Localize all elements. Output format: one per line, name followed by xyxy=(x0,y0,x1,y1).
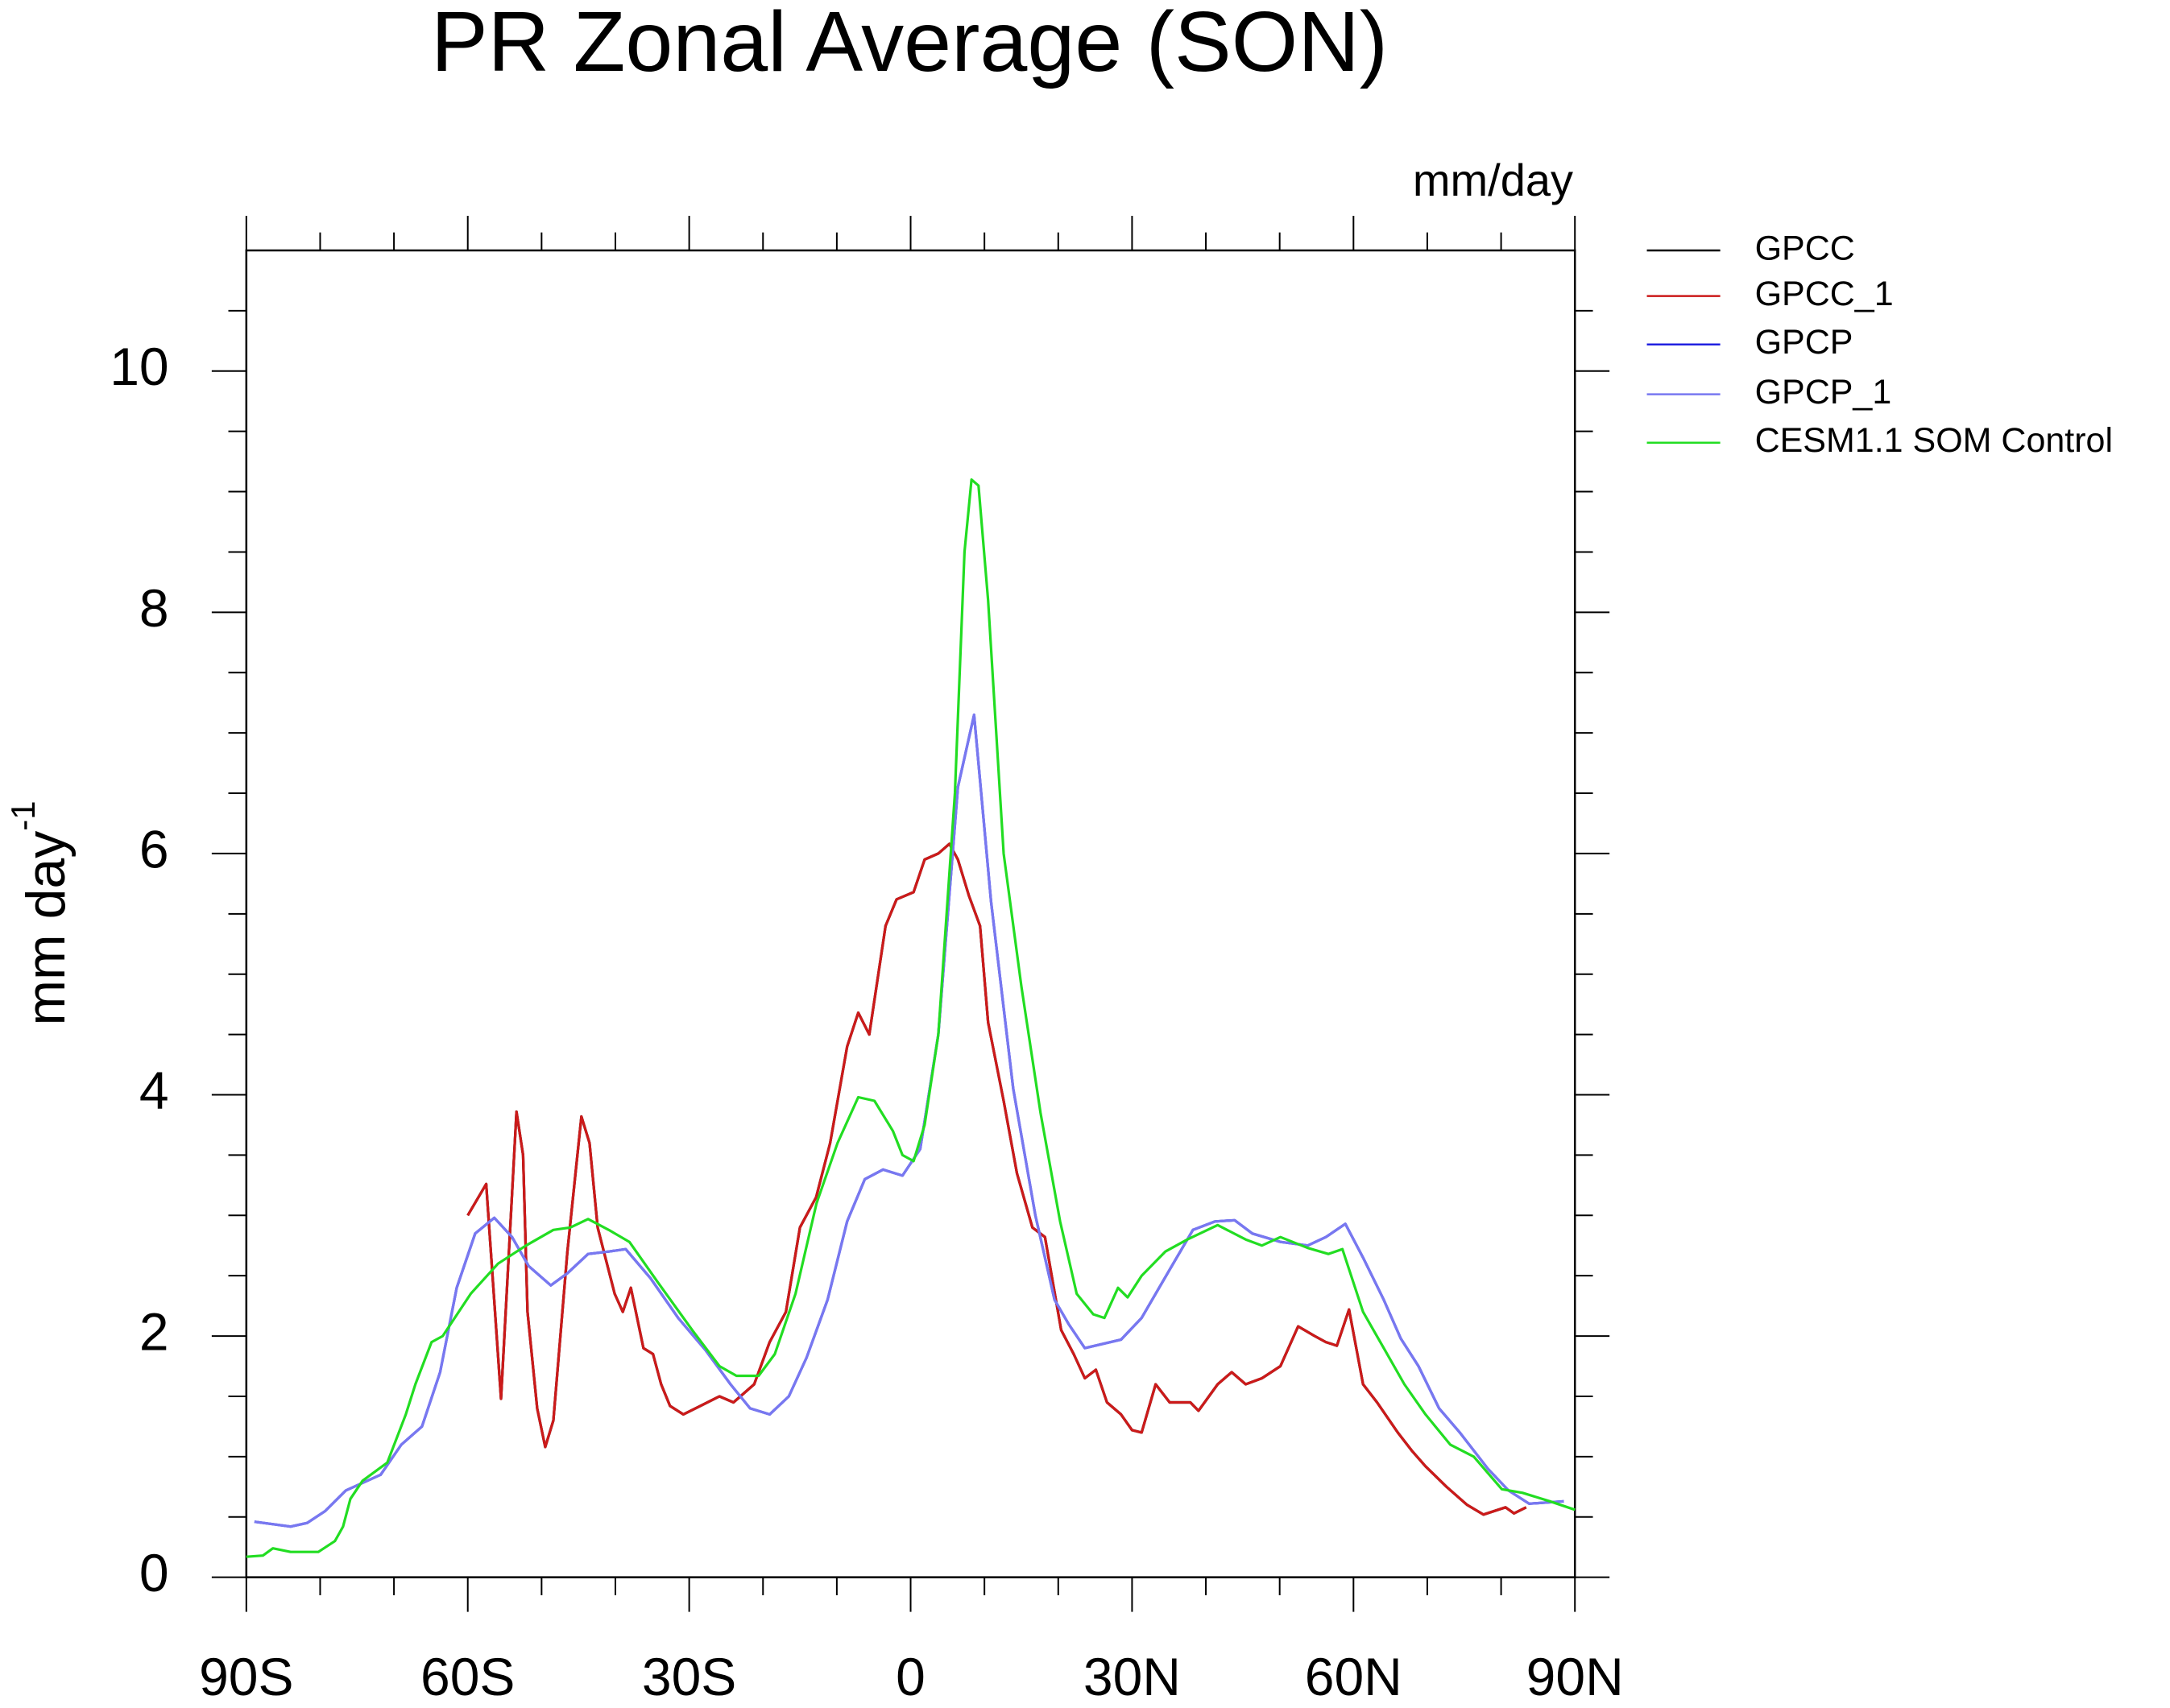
legend-label: GPCP_1 xyxy=(1755,373,1892,411)
series-line xyxy=(254,713,1564,1528)
legend-label: GPCC xyxy=(1755,229,1855,267)
legend-label: CESM1.1 SOM Control xyxy=(1755,421,2113,460)
y-tick-label: 8 xyxy=(139,578,169,638)
y-tick-label: 10 xyxy=(110,337,168,396)
series-line xyxy=(466,842,1527,1516)
legend-label: GPCP xyxy=(1755,323,1853,362)
plot-frame xyxy=(245,249,1576,1578)
y-tick-label: 6 xyxy=(139,819,169,879)
x-tick-label: 60N xyxy=(1305,1647,1402,1706)
x-tick-label: 60S xyxy=(420,1647,515,1706)
x-tick-label: 90S xyxy=(199,1647,293,1706)
series-line xyxy=(254,713,1564,1528)
y-tick-label: 0 xyxy=(139,1543,169,1603)
x-tick-label: 0 xyxy=(896,1647,926,1706)
y-axis-label-superscript: -1 xyxy=(4,800,42,830)
x-tick-label: 30S xyxy=(642,1647,736,1706)
y-tick-label: 2 xyxy=(139,1302,169,1362)
legend-label: GPCC_1 xyxy=(1755,275,1894,313)
y-axis-label-text: mm day xyxy=(15,831,77,1026)
series-line xyxy=(246,478,1576,1558)
chart-title: PR Zonal Average (SON) xyxy=(431,0,1388,89)
units-label: mm/day xyxy=(1413,155,1573,205)
x-tick-label: 90N xyxy=(1526,1647,1624,1706)
x-tick-label: 30N xyxy=(1083,1647,1181,1706)
y-tick-label: 4 xyxy=(139,1061,169,1120)
y-axis-label: mm day-1 xyxy=(4,800,77,1025)
